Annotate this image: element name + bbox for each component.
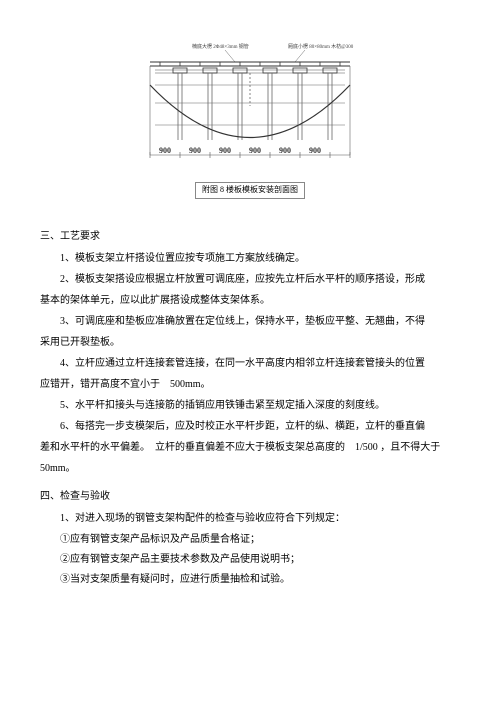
s3-item-6c: 50mm。	[40, 461, 460, 477]
s3-item-2a: 2、模板支架搭设应根据立杆放置可调底座，应按先立杆后水平杆的顺序搭设，形成	[40, 272, 460, 288]
s3-item-6a: 6、每搭完一步支模架后，应及时校正水平杆步距，立杆的纵、横距，立杆的垂直偏	[40, 419, 460, 435]
s4-sub-1: ①应有钢管支架产品标识及产品质量合格证；	[40, 532, 460, 548]
section4-title: 四、检查与验收	[40, 489, 460, 505]
s3-item-2b: 基本的架体单元，应以此扩展搭设成整体支架体系。	[40, 293, 460, 309]
dim-4: 900	[279, 146, 291, 155]
section3-title: 三、工艺要求	[40, 229, 460, 245]
s3-item-6b: 差和水平杆的水平偏差。 立杆的垂直偏差不应大于模板支架总高度的 1/500 ，且…	[40, 440, 460, 456]
dim-1: 900	[189, 146, 201, 155]
dim-2: 900	[219, 146, 231, 155]
dim-3: 900	[249, 146, 261, 155]
s4-sub-3: ③当对支架质量有疑问时，应进行质量抽检和试验。	[40, 572, 460, 588]
s3-item-1: 1、模板支架立杆搭设位置应按专项施工方案放线确定。	[40, 251, 460, 267]
diagram-label-left: 楠底大楞 2Φ48×3mm 钢管	[192, 43, 249, 50]
diagram-svg: 楠底大楞 2Φ48×3mm 钢管 厢底小楞 80×80mm 木枋@300	[130, 40, 370, 180]
dim-0: 900	[159, 146, 171, 155]
s3-item-5: 5、水平杆扣接头与连接筋的插销应用铁锤击紧至规定插入深度的刻度线。	[40, 398, 460, 414]
s3-item-3b: 采用已开裂垫板。	[40, 335, 460, 351]
s3-item-4b: 应错开，错开高度不宜小于 500mm。	[40, 377, 460, 393]
s4-sub-2: ②应有钢管支架产品主要技术参数及产品使用说明书；	[40, 552, 460, 568]
s4-lead: 1、对进入现场的钢管支架构配件的检查与验收应符合下列规定：	[40, 511, 460, 527]
diagram-container: 楠底大楞 2Φ48×3mm 钢管 厢底小楞 80×80mm 木枋@300	[130, 40, 370, 199]
diagram-caption: 附图 8 楼板模板安装剖面图	[195, 182, 305, 199]
s3-item-4a: 4、立杆应通过立杆连接套管连接，在同一水平高度内相邻立杆连接套管接头的位置	[40, 356, 460, 372]
dim-5: 900	[309, 146, 321, 155]
diagram-label-right: 厢底小楞 80×80mm 木枋@300	[288, 43, 354, 50]
s3-item-3a: 3、可调底座和垫板应准确放置在定位线上，保持水平，垫板应平整、无翘曲，不得	[40, 314, 460, 330]
